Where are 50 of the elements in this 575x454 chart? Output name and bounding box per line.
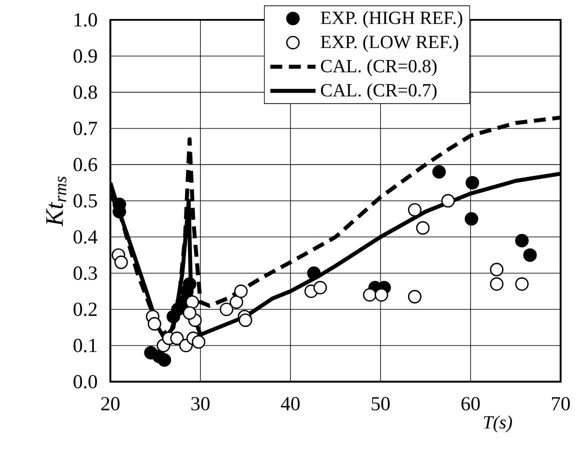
x-axis-title: T(s): [484, 415, 512, 432]
point: [234, 284, 248, 298]
y-tick-label: 0.4: [74, 230, 98, 244]
y-tick-label: 0.2: [74, 302, 97, 316]
point: [238, 313, 252, 327]
x-tick-label: 50: [372, 396, 390, 410]
y-axis-title: Kt$_{rms}$: [46, 176, 66, 226]
legend-label: EXP. (HIGH REF.): [320, 10, 462, 28]
point: [515, 234, 529, 248]
y-tick-label: 0.0: [74, 374, 97, 388]
x-tick-label: 60: [461, 396, 480, 410]
point: [515, 277, 529, 291]
y-tick-label: 0.6: [74, 158, 98, 172]
point: [466, 176, 480, 190]
legend-label: CAL. (CR=0.8): [320, 59, 437, 76]
point: [220, 302, 234, 316]
point: [523, 248, 537, 262]
x-tick-label: 70: [552, 396, 570, 410]
point: [313, 280, 327, 294]
legend-label: CAL. (CR=0.7): [320, 83, 437, 100]
legend-label: EXP. (LOW REF.): [320, 35, 458, 52]
x-tick-label: 40: [280, 396, 300, 410]
point: [408, 290, 422, 304]
point: [362, 288, 376, 302]
point: [408, 202, 422, 216]
point: [464, 212, 478, 226]
point: [182, 277, 196, 291]
point: [192, 335, 206, 349]
x-tick-label: 20: [101, 396, 120, 410]
point: [441, 194, 455, 208]
point: [374, 288, 388, 302]
x-tick-label: 30: [191, 396, 210, 410]
point: [170, 331, 184, 345]
y-tick-label: 0.1: [74, 338, 97, 352]
y-tick-label: 0.3: [74, 266, 97, 280]
y-tick-label: 0.7: [74, 122, 98, 136]
point: [186, 295, 200, 309]
point: [490, 262, 504, 276]
y-tick-label: 1.0: [74, 12, 97, 26]
point: [182, 306, 196, 320]
y-tick-label: 0.5: [74, 194, 97, 208]
y-tick-label: 0.9: [74, 49, 97, 63]
point: [432, 164, 446, 178]
point: [490, 277, 504, 291]
point: [158, 353, 172, 367]
point: [416, 221, 430, 235]
point: [148, 316, 162, 330]
y-tick-label: 0.8: [74, 85, 97, 99]
point: [114, 255, 128, 269]
point: [307, 266, 321, 280]
